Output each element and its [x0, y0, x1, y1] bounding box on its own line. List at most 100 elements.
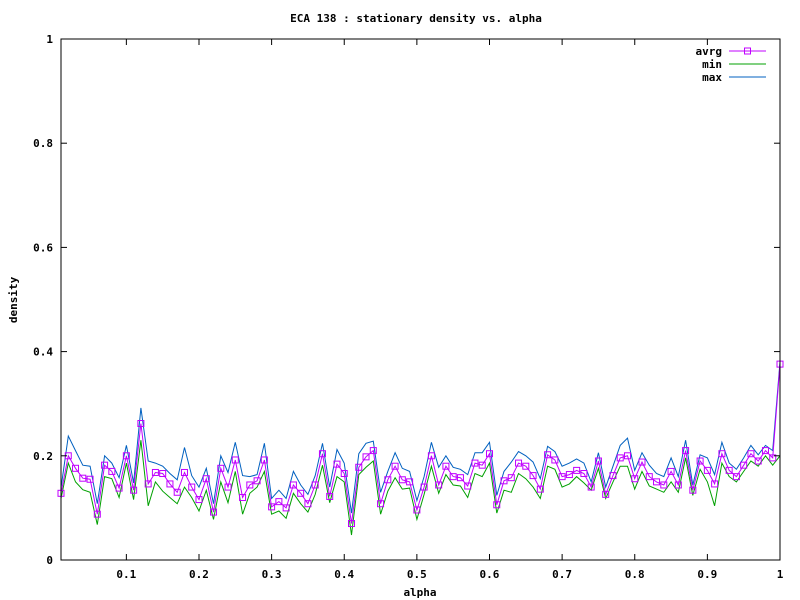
data-point-avrg — [631, 475, 639, 483]
data-point-avrg — [674, 481, 682, 489]
data-point-avrg — [761, 447, 769, 455]
x-axis-label: alpha — [403, 586, 436, 599]
data-point-avrg — [202, 475, 210, 483]
data-point-avrg — [253, 477, 261, 485]
data-point-avrg — [515, 459, 523, 467]
data-point-avrg — [747, 450, 755, 458]
data-point-avrg — [297, 489, 305, 497]
data-point-avrg — [340, 470, 348, 478]
data-point-avrg — [442, 462, 450, 470]
data-point-avrg — [703, 466, 711, 474]
data-point-avrg — [115, 484, 123, 492]
x-tick-label: 0.1 — [116, 568, 136, 581]
y-tick-label: 0.6 — [33, 241, 53, 254]
data-point-avrg — [166, 480, 174, 488]
data-point-avrg — [246, 481, 254, 489]
data-point-avrg — [645, 473, 653, 481]
data-point-avrg — [72, 464, 80, 472]
series-line-min — [60, 440, 781, 536]
data-point-avrg — [413, 506, 421, 514]
legend-label-min: min — [702, 58, 722, 71]
data-point-avrg — [144, 480, 152, 488]
data-point-avrg — [108, 467, 116, 475]
data-point-avrg — [348, 520, 356, 528]
data-point-avrg — [151, 468, 159, 476]
data-point-avrg — [507, 474, 515, 482]
data-point-avrg — [740, 461, 748, 469]
data-point-avrg — [260, 456, 268, 464]
data-point-avrg — [551, 456, 559, 464]
data-point-avrg — [420, 483, 428, 491]
chart-title: ECA 138 : stationary density vs. alpha — [290, 12, 542, 25]
data-point-avrg — [696, 457, 704, 465]
x-tick-label: 0.9 — [697, 568, 717, 581]
x-tick-label: 0.7 — [552, 568, 572, 581]
data-point-avrg — [493, 501, 501, 509]
data-point-avrg — [682, 447, 690, 455]
data-point-avrg — [217, 464, 225, 472]
data-point-avrg — [478, 461, 486, 469]
data-point-avrg — [188, 483, 196, 491]
data-point-avrg — [239, 493, 247, 501]
data-point-avrg — [435, 481, 443, 489]
data-point-avrg — [754, 457, 762, 465]
y-tick-label: 1 — [46, 33, 53, 46]
data-point-avrg — [130, 486, 138, 494]
data-point-avrg — [638, 458, 646, 466]
x-tick-label: 0.6 — [480, 568, 500, 581]
data-point-avrg — [326, 492, 334, 500]
data-point-avrg — [282, 504, 290, 512]
data-point-avrg — [594, 457, 602, 465]
data-point-avrg — [464, 482, 472, 490]
plot-frame — [60, 38, 781, 561]
data-point-avrg — [427, 452, 435, 460]
y-axis-ticks: 0 0.2 0.4 0.6 0.8 1 — [33, 33, 780, 567]
series-line-max — [60, 361, 781, 514]
data-point-avrg — [369, 447, 377, 455]
data-point-avrg — [522, 462, 530, 470]
data-point-avrg — [275, 498, 283, 506]
legend-marker-avrg — [744, 47, 751, 55]
y-tick-label: 0.4 — [33, 346, 53, 359]
x-tick-label: 1 — [777, 568, 784, 581]
data-point-avrg — [711, 480, 719, 488]
data-point-avrg — [653, 478, 661, 486]
data-point-avrg — [93, 510, 101, 518]
data-point-avrg — [137, 419, 145, 427]
data-point-avrg — [485, 450, 493, 458]
x-tick-label: 0.5 — [407, 568, 427, 581]
data-point-avrg — [377, 500, 385, 508]
data-point-avrg — [536, 485, 544, 493]
data-point-avrg — [355, 463, 363, 471]
data-point-avrg — [362, 453, 370, 461]
data-point-avrg — [456, 474, 464, 482]
data-point-avrg — [173, 488, 181, 496]
x-tick-label: 0.4 — [334, 568, 354, 581]
x-tick-label: 0.8 — [625, 568, 645, 581]
y-tick-label: 0 — [46, 554, 53, 567]
data-point-avrg — [195, 496, 203, 504]
data-point-avrg — [333, 460, 341, 468]
data-point-avrg — [500, 477, 508, 485]
data-point-avrg — [609, 472, 617, 480]
data-point-avrg — [667, 467, 675, 475]
data-point-avrg — [732, 473, 740, 481]
x-tick-label: 0.2 — [189, 568, 209, 581]
data-point-avrg — [565, 471, 573, 479]
data-point-avrg — [471, 459, 479, 467]
data-point-avrg — [623, 452, 631, 460]
data-point-avrg — [529, 472, 537, 480]
data-point-avrg — [616, 454, 624, 462]
data-point-avrg — [558, 473, 566, 481]
y-tick-label: 0.2 — [33, 450, 53, 463]
data-point-avrg — [384, 476, 392, 484]
data-point-avrg — [159, 470, 167, 478]
data-point-avrg — [210, 508, 218, 516]
data-point-avrg — [406, 478, 414, 486]
data-point-avrg — [391, 462, 399, 470]
data-point-avrg — [718, 450, 726, 458]
data-point-avrg — [311, 481, 319, 489]
